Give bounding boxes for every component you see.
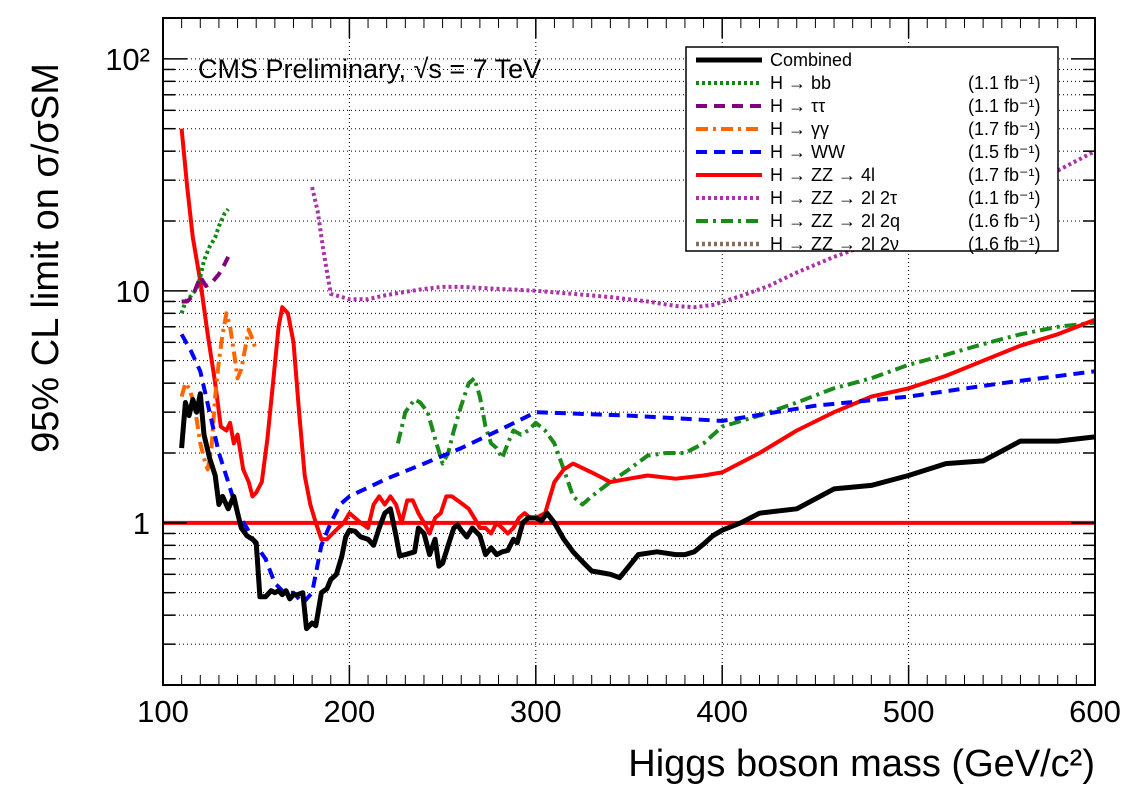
- legend-lumi-5: (1.7 fb⁻¹): [968, 165, 1041, 185]
- legend-label-8: H → ZZ → 2l 2ν: [770, 234, 899, 254]
- y-tick-label: 1: [133, 506, 150, 541]
- series-line-5: [179, 128, 1095, 542]
- series-line-3: [179, 311, 259, 472]
- series-line-7: [395, 320, 1095, 507]
- legend-label-4: H → WW: [770, 142, 845, 162]
- legend-lumi-6: (1.1 fb⁻¹): [968, 188, 1041, 208]
- x-tick-label: 200: [324, 694, 376, 729]
- x-tick-label: 400: [696, 694, 748, 729]
- y-tick-label: 10²: [105, 42, 150, 77]
- legend-label-1: H → bb: [770, 73, 831, 93]
- x-tick-label: 500: [883, 694, 935, 729]
- y-tick-label: 10: [116, 274, 150, 309]
- axis-ticks: 100 200 300 400 500 600 1 10 10²: [105, 18, 1121, 729]
- legend-label-0: Combined: [770, 50, 852, 70]
- legend-lumi-8: (1.6 fb⁻¹): [968, 234, 1041, 254]
- y-axis-title: 95% CL limit on σ/σSM: [25, 63, 67, 453]
- series-line-0: [179, 391, 1095, 632]
- legend-label-3: H → γγ: [770, 119, 829, 139]
- legend: Combined H → bb (1.1 fb⁻¹) H → ττ (1.1 fb⁻¹)…: [685, 46, 1059, 254]
- legend-label-6: H → ZZ → 2l 2τ: [770, 188, 897, 208]
- legend-lumi-2: (1.1 fb⁻¹): [968, 96, 1041, 116]
- series-line-2: [181, 256, 230, 304]
- legend-lumi-4: (1.5 fb⁻¹): [968, 142, 1041, 162]
- chart-title: CMS Preliminary, √s = 7 TeV: [198, 54, 541, 84]
- legend-box: [685, 46, 1059, 252]
- legend-lumi-1: (1.1 fb⁻¹): [968, 73, 1041, 93]
- x-tick-label: 100: [137, 694, 189, 729]
- legend-label-7: H → ZZ → 2l 2q: [770, 211, 900, 231]
- x-tick-label: 300: [510, 694, 562, 729]
- legend-label-2: H → ττ: [770, 96, 825, 116]
- legend-lumi-3: (1.7 fb⁻¹): [968, 119, 1041, 139]
- x-tick-label: 600: [1069, 694, 1121, 729]
- series-line-4: [179, 333, 1095, 606]
- x-axis-title: Higgs boson mass (GeV/c²): [628, 743, 1095, 785]
- legend-lumi-7: (1.6 fb⁻¹): [968, 211, 1041, 231]
- legend-label-5: H → ZZ → 4l: [770, 165, 875, 185]
